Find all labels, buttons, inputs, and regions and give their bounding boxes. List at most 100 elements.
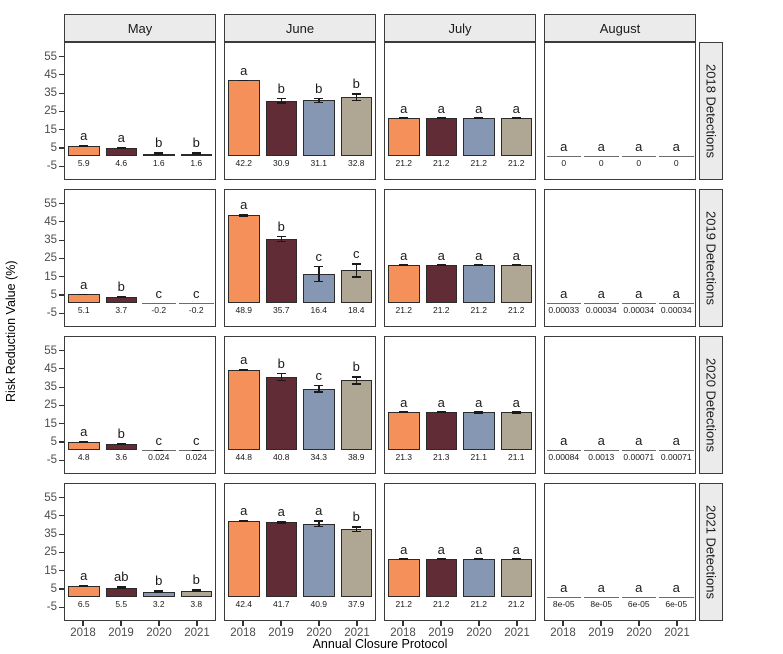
zero-height-bar bbox=[179, 302, 214, 305]
facet-panel: a 0.00033 a 0.00034 a 0.00034 a 0.00034 bbox=[544, 189, 696, 327]
error-bar-cap bbox=[79, 145, 89, 147]
zero-height-bar bbox=[546, 155, 581, 158]
significance-letter: a bbox=[672, 433, 680, 449]
y-tick-label: 45 bbox=[44, 509, 57, 522]
significance-letter: a bbox=[672, 580, 680, 596]
error-bar-cap bbox=[314, 97, 324, 100]
error-bar bbox=[511, 264, 521, 267]
y-tick-mark bbox=[59, 221, 64, 223]
error-bar-cap bbox=[351, 526, 361, 528]
bar-value-label: 16.4 bbox=[310, 305, 328, 316]
bar-value-label: 1.6 bbox=[152, 158, 165, 169]
bar-value-label: 31.1 bbox=[310, 158, 328, 169]
bar bbox=[228, 521, 260, 598]
bar-value-label: 3.8 bbox=[190, 599, 203, 610]
y-tick-label: 55 bbox=[44, 50, 57, 63]
facet-column-strip: May bbox=[64, 14, 216, 42]
y-tick-mark bbox=[59, 203, 64, 205]
bar-value-label: 3.2 bbox=[152, 599, 165, 610]
error-bar bbox=[436, 264, 446, 267]
bar bbox=[425, 412, 457, 451]
y-tick-label: 35 bbox=[44, 234, 57, 247]
bar-value-label: 5.9 bbox=[77, 158, 90, 169]
error-bar-stem bbox=[280, 97, 282, 104]
y-tick-label: 55 bbox=[44, 344, 57, 357]
significance-letter: a bbox=[475, 247, 483, 263]
significance-letter: a bbox=[240, 351, 248, 367]
error-bar bbox=[276, 235, 286, 243]
zero-height-bar bbox=[584, 302, 619, 305]
error-bar-cap bbox=[511, 117, 521, 119]
x-tick-label: 2018 bbox=[390, 627, 416, 639]
x-tick-label: 2021 bbox=[344, 627, 370, 639]
x-tick-label: 2019 bbox=[108, 627, 134, 639]
zero-height-bar bbox=[621, 449, 656, 452]
bar-value-label: 8e-05 bbox=[590, 599, 613, 610]
significance-letter: a bbox=[560, 139, 568, 155]
error-bar bbox=[351, 526, 361, 533]
y-tick-mark bbox=[59, 386, 64, 388]
y-tick-mark bbox=[59, 92, 64, 94]
error-bar-cap bbox=[314, 101, 324, 104]
significance-letter: a bbox=[512, 247, 520, 263]
facet-row-strip: 2018 Detections bbox=[699, 42, 723, 180]
significance-letter: a bbox=[512, 395, 520, 411]
bar-value-label: 21.2 bbox=[470, 158, 488, 169]
bar bbox=[500, 412, 532, 451]
significance-letter: a bbox=[597, 139, 605, 155]
bar-value-label: -0.2 bbox=[151, 305, 167, 316]
zero-height-bar bbox=[659, 449, 694, 452]
y-tick-mark bbox=[59, 74, 64, 76]
bar bbox=[228, 80, 260, 157]
significance-letter: a bbox=[437, 247, 445, 263]
error-bar-stem bbox=[355, 263, 357, 278]
bar-value-label: 18.4 bbox=[347, 305, 365, 316]
x-tick-mark bbox=[562, 621, 564, 626]
significance-letter: b bbox=[277, 355, 285, 371]
facet-panel: a 5.9 a 4.6 b 1.6 b 1.6 bbox=[64, 42, 216, 180]
y-tick-mark bbox=[59, 515, 64, 517]
bar bbox=[105, 444, 137, 451]
error-bar-cap bbox=[79, 441, 89, 443]
zero-height-bar bbox=[659, 155, 694, 158]
x-tick-label: 2018 bbox=[70, 627, 96, 639]
bar-value-label: 3.7 bbox=[115, 305, 128, 316]
error-bar-cap bbox=[314, 525, 324, 528]
y-tick-mark bbox=[59, 165, 64, 167]
facet-panel: a 44.8 b 40.8 c 34.3 b 38.9 bbox=[224, 336, 376, 474]
bar-value-label: 21.1 bbox=[507, 452, 525, 463]
error-bar-stem bbox=[318, 97, 320, 104]
bar-value-label: 0 bbox=[561, 158, 567, 169]
facet-panel: a 21.3 a 21.3 a 21.1 a 21.1 bbox=[384, 336, 536, 474]
x-tick-mark bbox=[280, 621, 282, 626]
y-tick-label: -5 bbox=[46, 454, 57, 467]
bar bbox=[228, 369, 260, 451]
error-bar-cap bbox=[351, 383, 361, 385]
bar bbox=[388, 118, 420, 157]
facet-panel: a 21.2 a 21.2 a 21.2 a 21.2 bbox=[384, 189, 536, 327]
bar-value-label: 21.3 bbox=[432, 452, 450, 463]
x-tick-mark bbox=[158, 621, 160, 626]
error-bar bbox=[474, 411, 484, 414]
bar bbox=[463, 412, 495, 451]
facet-panel: a 48.9 b 35.7 c 16.4 c 18.4 bbox=[224, 189, 376, 327]
error-bar-cap bbox=[351, 93, 361, 95]
error-bar-cap bbox=[351, 376, 361, 378]
error-bar-cap bbox=[239, 369, 249, 371]
bar-value-label: 21.2 bbox=[432, 158, 450, 169]
error-bar-cap bbox=[239, 79, 249, 82]
y-tick-mark bbox=[59, 56, 64, 58]
error-bar bbox=[314, 97, 324, 104]
error-bar-cap bbox=[511, 558, 521, 560]
x-tick-label: 2019 bbox=[268, 627, 294, 639]
bar bbox=[303, 388, 335, 451]
error-bar-cap bbox=[191, 590, 201, 593]
x-tick-label: 2020 bbox=[306, 627, 332, 639]
error-bar-cap bbox=[79, 293, 89, 296]
x-tick-mark bbox=[120, 621, 122, 626]
error-bar-cap bbox=[79, 585, 89, 587]
error-bar bbox=[239, 520, 249, 523]
bar-value-label: 40.9 bbox=[310, 599, 328, 610]
significance-letter: a bbox=[560, 433, 568, 449]
bar-value-label: 21.2 bbox=[432, 305, 450, 316]
